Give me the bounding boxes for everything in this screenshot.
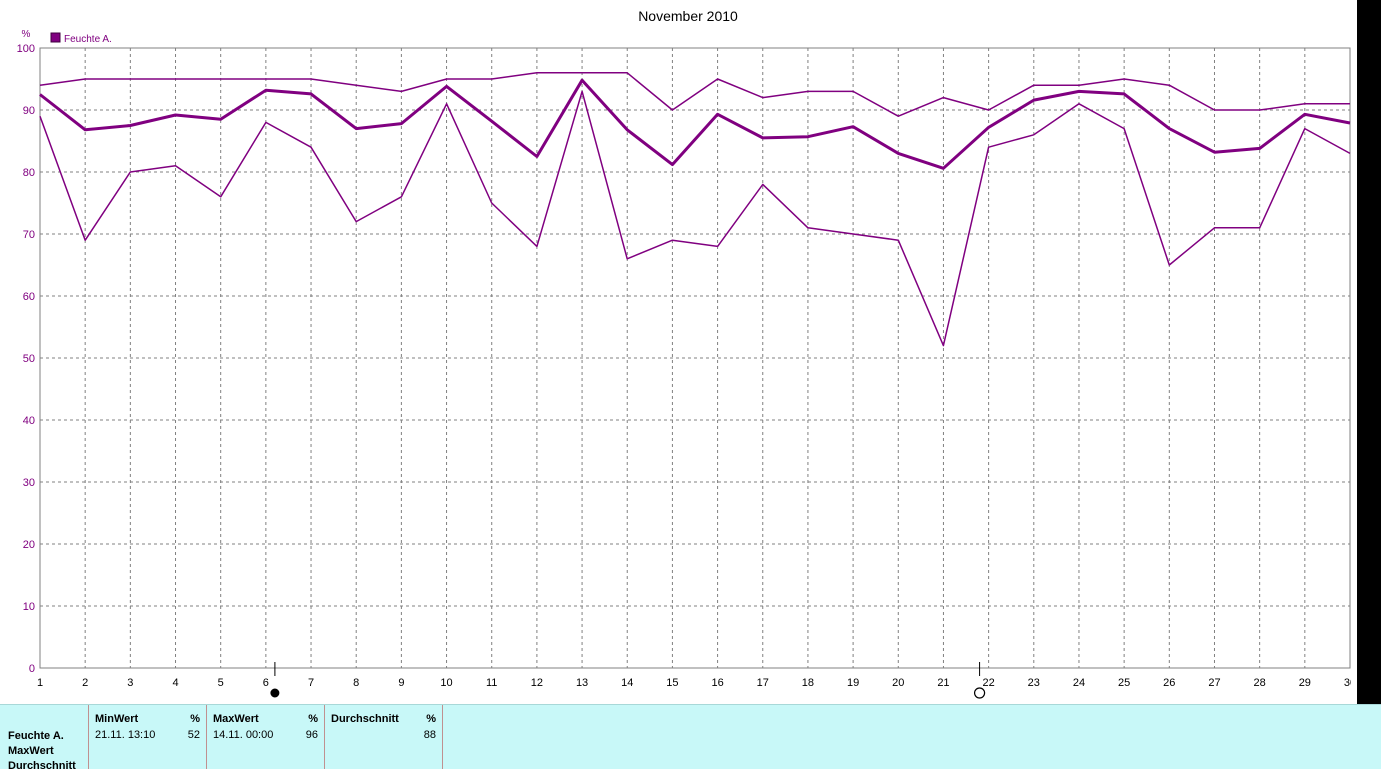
y-tick-label: 50 — [23, 353, 35, 365]
y-tick-label: 20 — [23, 539, 35, 551]
x-tick-label: 3 — [127, 677, 133, 689]
new-moon-icon — [973, 687, 986, 699]
window-border — [1357, 0, 1381, 705]
row-label-sensor: Feuchte A. — [8, 730, 64, 742]
row-label-max: MaxWert — [8, 745, 54, 757]
stat-column-avg: Durchschnitt % 88 — [324, 705, 443, 769]
x-tick-label: 16 — [711, 677, 723, 689]
x-tick-label: 12 — [531, 677, 543, 689]
x-tick-label: 21 — [937, 677, 949, 689]
x-tick-label: 15 — [666, 677, 678, 689]
chart-area: November 2010 % Feuchte A. 0 10 20 30 40 50 60… — [17, 8, 1356, 699]
y-tick-label: 30 — [23, 477, 35, 489]
row-label-avg: Durchschnitt — [8, 760, 76, 772]
y-tick-label: 100 — [17, 43, 35, 55]
series-line — [39, 90, 1351, 347]
y-tick-label: 70 — [23, 229, 35, 241]
y-tick-label: 10 — [23, 601, 35, 613]
x-tick-label: 28 — [1254, 677, 1266, 689]
stat-unit-min: % — [190, 713, 200, 725]
x-tick-label: 27 — [1208, 677, 1220, 689]
x-tick-label: 20 — [892, 677, 904, 689]
stats-panel: Feuchte A. MaxWert Durchschnitt MinWert … — [0, 704, 1381, 772]
x-tick-label: 13 — [576, 677, 588, 689]
y-tick-label: 90 — [23, 105, 35, 117]
x-tick-label: 8 — [353, 677, 359, 689]
full-moon-icon — [270, 688, 280, 698]
x-tick-label: 14 — [621, 677, 633, 689]
x-tick-label: 17 — [757, 677, 769, 689]
y-axis-unit-label: % — [22, 29, 31, 40]
legend-swatch — [50, 32, 61, 43]
y-tick-label: 40 — [23, 415, 35, 427]
x-tick-label: 24 — [1073, 677, 1085, 689]
y-tick-label: 80 — [23, 167, 35, 179]
series-line — [39, 72, 1350, 117]
series-line — [39, 78, 1351, 170]
window-edge — [1351, 0, 1357, 705]
x-tick-label: 25 — [1118, 677, 1130, 689]
stat-header-max: MaxWert — [213, 713, 259, 725]
x-tick-label: 18 — [802, 677, 814, 689]
x-tick-label: 9 — [398, 677, 404, 689]
x-tick-label: 5 — [218, 677, 224, 689]
stats-row-labels: Feuchte A. MaxWert Durchschnitt — [8, 729, 76, 774]
chart-title: November 2010 — [638, 8, 738, 24]
plot-frame — [39, 47, 1351, 669]
stat-unit-max: % — [308, 713, 318, 725]
x-tick-label: 2 — [82, 677, 88, 689]
stat-time-min: 21.11. 13:10 — [95, 729, 156, 741]
x-tick-label: 1 — [37, 677, 43, 689]
stat-value-avg: 88 — [423, 729, 436, 741]
x-tick-label: 23 — [1028, 677, 1040, 689]
stat-header-avg: Durchschnitt — [331, 713, 399, 725]
x-tick-label: 26 — [1163, 677, 1175, 689]
stat-unit-avg: % — [426, 713, 436, 725]
stat-column-min: MinWert % 21.11. 13:10 52 — [88, 705, 206, 769]
y-tick-label: 0 — [29, 663, 35, 675]
stat-value-max: 96 — [305, 729, 318, 741]
x-tick-label: 7 — [308, 677, 314, 689]
x-tick-label: 6 — [263, 677, 269, 689]
x-tick-label: 29 — [1299, 677, 1311, 689]
x-tick-label: 22 — [982, 677, 994, 689]
x-tick-label: 10 — [440, 677, 452, 689]
x-tick-label: 11 — [486, 677, 497, 689]
x-tick-label: 4 — [172, 677, 178, 689]
x-tick-label: 19 — [847, 677, 859, 689]
stat-time-max: 14.11. 00:00 — [213, 729, 274, 741]
y-tick-label: 60 — [23, 291, 35, 303]
stat-value-min: 52 — [187, 729, 200, 741]
stat-header-min: MinWert — [95, 713, 139, 725]
legend-label: Feuchte A. — [64, 34, 112, 45]
stat-column-max: MaxWert % 14.11. 00:00 96 — [206, 705, 324, 769]
